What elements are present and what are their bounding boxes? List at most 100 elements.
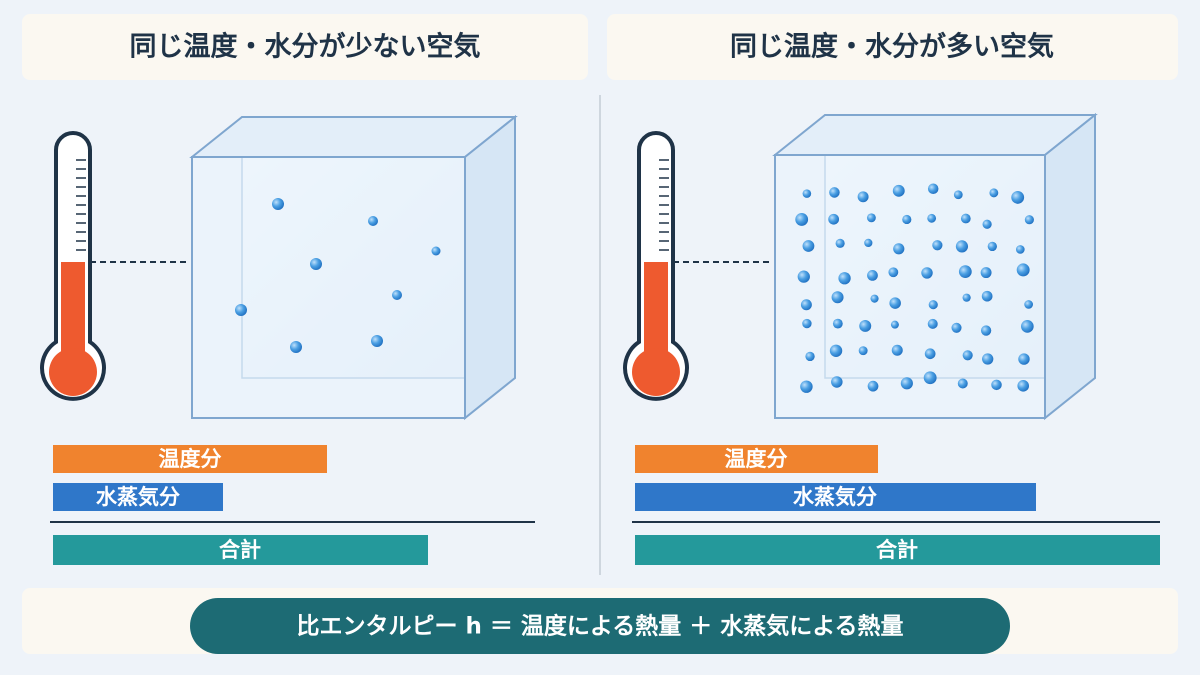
water-molecule — [957, 378, 968, 389]
water-molecule — [858, 346, 868, 356]
bar-label: 水蒸気分 — [793, 485, 877, 509]
formula-pill — [190, 598, 1010, 654]
cube-front — [191, 156, 466, 419]
cube-side — [1044, 112, 1096, 421]
water-molecule — [802, 318, 812, 329]
water-molecule — [235, 304, 247, 316]
water-molecule — [981, 290, 993, 302]
water-molecule — [900, 377, 913, 390]
water-molecule — [1015, 245, 1025, 254]
water-molecule — [891, 344, 903, 356]
water-molecule — [955, 240, 969, 253]
water-molecule — [989, 188, 999, 198]
water-molecule — [866, 213, 876, 223]
water-molecule — [857, 191, 869, 203]
water-molecule — [893, 243, 905, 255]
water-molecule — [310, 258, 322, 270]
water-molecule — [831, 376, 843, 388]
water-molecule — [1011, 190, 1025, 204]
water-molecule — [795, 213, 809, 226]
water-molecule — [890, 320, 899, 329]
cube-top — [189, 116, 518, 158]
water-molecule — [805, 351, 815, 362]
water-molecule — [1016, 263, 1030, 277]
water-molecule — [962, 293, 971, 302]
thermometer-bulb — [632, 348, 680, 396]
water-molecule — [859, 319, 872, 332]
bar-label: 合計 — [219, 538, 261, 562]
water-molecule — [982, 219, 992, 229]
water-molecule — [927, 318, 938, 329]
water-molecule — [888, 267, 899, 278]
temperature-bar — [53, 445, 327, 473]
temperature-bar — [635, 445, 878, 473]
water-molecule — [951, 322, 962, 333]
water-molecule — [923, 371, 937, 385]
formula: 比エンタルピー h ＝ 温度による熱量 ＋ 水蒸気による熱量 — [296, 613, 903, 640]
water-molecule — [867, 380, 879, 392]
water-molecule — [927, 213, 937, 223]
total-bar — [635, 535, 1160, 565]
water-molecule — [924, 348, 936, 360]
water-molecule — [829, 344, 843, 357]
water-molecule — [800, 380, 813, 393]
water-molecule — [828, 213, 840, 225]
water-molecule — [962, 350, 973, 361]
water-molecule — [832, 318, 843, 329]
water-molecule — [1018, 353, 1030, 365]
water-molecule — [864, 238, 873, 248]
water-molecule — [958, 265, 972, 279]
water-molecule — [960, 213, 971, 224]
water-molecule — [867, 270, 878, 281]
panel-title: 同じ温度・水分が多い空気 — [730, 31, 1054, 63]
water-molecule — [953, 190, 963, 200]
bar-label: 合計 — [876, 538, 918, 562]
bar-label: 温度分 — [159, 447, 222, 471]
illustrations — [40, 112, 1098, 421]
thermometer-fill — [644, 262, 668, 352]
title-box — [22, 14, 588, 80]
water-molecule — [290, 341, 302, 353]
vapor-bar — [635, 483, 1036, 511]
water-molecule — [991, 379, 1002, 391]
water-molecule — [1024, 215, 1034, 225]
water-molecule — [902, 214, 912, 225]
water-molecule — [921, 267, 933, 279]
thermometer-bulb — [49, 348, 97, 396]
water-molecule — [838, 272, 851, 285]
bar-label: 温度分 — [725, 447, 788, 471]
water-molecule — [272, 198, 284, 210]
water-molecule — [797, 270, 810, 283]
water-molecule — [927, 183, 939, 195]
total-bar — [53, 535, 428, 565]
water-molecule — [928, 300, 938, 310]
water-molecule — [980, 325, 992, 336]
water-molecule — [368, 216, 378, 226]
vapor-bar — [53, 483, 223, 511]
water-molecule — [835, 238, 845, 248]
water-molecule — [987, 241, 997, 252]
bar-label: 水蒸気分 — [96, 485, 180, 509]
water-molecule — [932, 240, 943, 251]
cube-front — [774, 154, 1046, 419]
water-molecule — [980, 267, 992, 279]
water-molecule — [892, 184, 905, 197]
water-molecule — [889, 297, 901, 309]
water-molecule — [1024, 300, 1033, 309]
water-molecule — [831, 291, 844, 304]
water-molecule — [431, 246, 441, 256]
water-molecule — [829, 187, 840, 198]
thermometer-fill — [61, 262, 85, 352]
water-molecule — [802, 240, 815, 252]
water-molecule — [800, 299, 812, 311]
water-molecule — [392, 290, 402, 300]
panel-title: 同じ温度・水分が少ない空気 — [130, 31, 481, 63]
cube-top — [772, 114, 1098, 156]
water-molecule — [870, 294, 879, 303]
water-molecule — [802, 189, 812, 198]
water-molecule — [1017, 380, 1030, 392]
cube-side — [464, 114, 516, 421]
title-box — [607, 14, 1178, 80]
water-molecule — [982, 353, 994, 365]
